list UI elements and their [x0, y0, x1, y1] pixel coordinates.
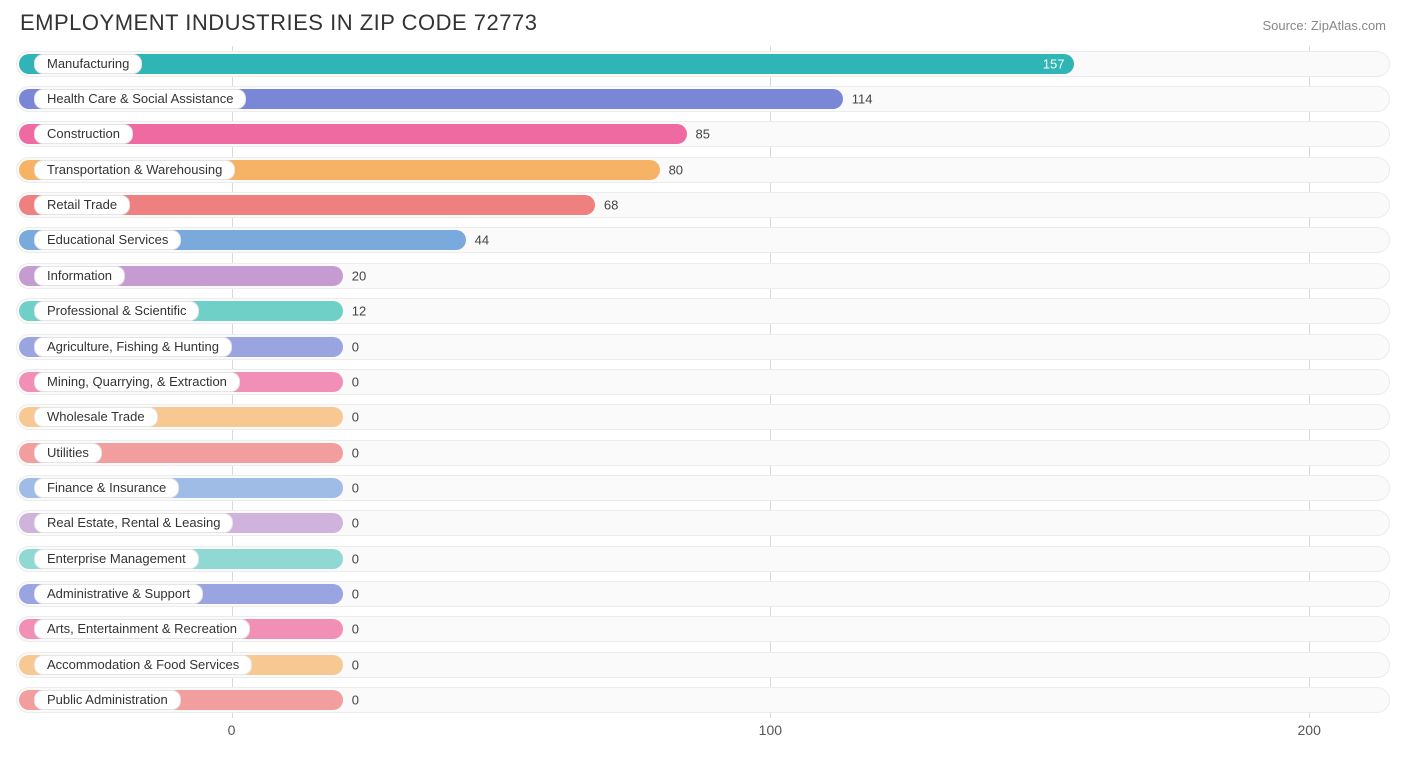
bar-label: Mining, Quarrying, & Extraction: [34, 372, 240, 392]
bar-row: 157 Manufacturing: [16, 51, 1390, 77]
chart-title: EMPLOYMENT INDUSTRIES IN ZIP CODE 72773: [20, 10, 538, 36]
bar-value: 0: [352, 374, 359, 389]
bar-label: Agriculture, Fishing & Hunting: [34, 337, 232, 357]
x-tick-label: 200: [1297, 722, 1320, 738]
bar-row: 114 Health Care & Social Assistance: [16, 86, 1390, 112]
bar-value: 0: [352, 516, 359, 531]
bar-row: 0 Finance & Insurance: [16, 475, 1390, 501]
bar-row: 0 Mining, Quarrying, & Extraction: [16, 369, 1390, 395]
bar-row: 44 Educational Services: [16, 227, 1390, 253]
bar-value: 85: [696, 127, 710, 142]
bar-row: 0 Accommodation & Food Services: [16, 652, 1390, 678]
bar-row: 0 Utilities: [16, 440, 1390, 466]
plot-area: 157 Manufacturing 114 Health Care & Social …: [16, 46, 1390, 746]
bars-container: 157 Manufacturing 114 Health Care & Social …: [16, 46, 1390, 718]
bar-value: 0: [352, 693, 359, 708]
bar-row: 0 Enterprise Management: [16, 546, 1390, 572]
bar-value: 0: [352, 657, 359, 672]
bar-value: 0: [352, 480, 359, 495]
bar-row: 80 Transportation & Warehousing: [16, 157, 1390, 183]
bar-label: Real Estate, Rental & Leasing: [34, 513, 233, 533]
bar-value: 0: [352, 622, 359, 637]
bar-label: Construction: [34, 124, 133, 144]
bar-value: 0: [352, 551, 359, 566]
bar-label: Information: [34, 266, 125, 286]
bar-row: 0 Wholesale Trade: [16, 404, 1390, 430]
bar-label: Manufacturing: [34, 54, 142, 74]
bar-label: Retail Trade: [34, 195, 130, 215]
bar-row: 0 Agriculture, Fishing & Hunting: [16, 334, 1390, 360]
bar-row: 68 Retail Trade: [16, 192, 1390, 218]
bar-value: 0: [352, 587, 359, 602]
x-tick-label: 100: [759, 722, 782, 738]
bar-label: Accommodation & Food Services: [34, 655, 252, 675]
bar-fill: 157: [19, 54, 1074, 74]
bar-label: Enterprise Management: [34, 549, 199, 569]
x-axis: 0 100 200: [16, 718, 1390, 746]
bar-value: 114: [852, 92, 873, 107]
chart-header: EMPLOYMENT INDUSTRIES IN ZIP CODE 72773 …: [16, 10, 1390, 36]
bar-row: 0 Public Administration: [16, 687, 1390, 713]
bar-value: 157: [1043, 56, 1065, 71]
bar-row: 12 Professional & Scientific: [16, 298, 1390, 324]
bar-label: Professional & Scientific: [34, 301, 199, 321]
bar-value: 0: [352, 339, 359, 354]
bar-label: Transportation & Warehousing: [34, 160, 235, 180]
bar-label: Wholesale Trade: [34, 407, 158, 427]
bar-row: 0 Real Estate, Rental & Leasing: [16, 510, 1390, 536]
bar-label: Public Administration: [34, 690, 181, 710]
bar-value: 20: [352, 268, 366, 283]
bar-label: Health Care & Social Assistance: [34, 89, 246, 109]
bar-label: Administrative & Support: [34, 584, 203, 604]
bar-value: 0: [352, 410, 359, 425]
bar-label: Utilities: [34, 443, 102, 463]
chart-source: Source: ZipAtlas.com: [1262, 18, 1386, 33]
bar-value: 68: [604, 198, 618, 213]
bar-row: 0 Administrative & Support: [16, 581, 1390, 607]
bar-row: 0 Arts, Entertainment & Recreation: [16, 616, 1390, 642]
bar-row: 85 Construction: [16, 121, 1390, 147]
bar-value: 0: [352, 445, 359, 460]
bar-label: Educational Services: [34, 230, 181, 250]
bar-value: 12: [352, 304, 366, 319]
x-tick-label: 0: [228, 722, 236, 738]
employment-industries-chart: EMPLOYMENT INDUSTRIES IN ZIP CODE 72773 …: [0, 0, 1406, 776]
bar-value: 80: [669, 162, 683, 177]
bar-value: 44: [475, 233, 489, 248]
bar-label: Arts, Entertainment & Recreation: [34, 619, 250, 639]
bar-label: Finance & Insurance: [34, 478, 179, 498]
bar-row: 20 Information: [16, 263, 1390, 289]
